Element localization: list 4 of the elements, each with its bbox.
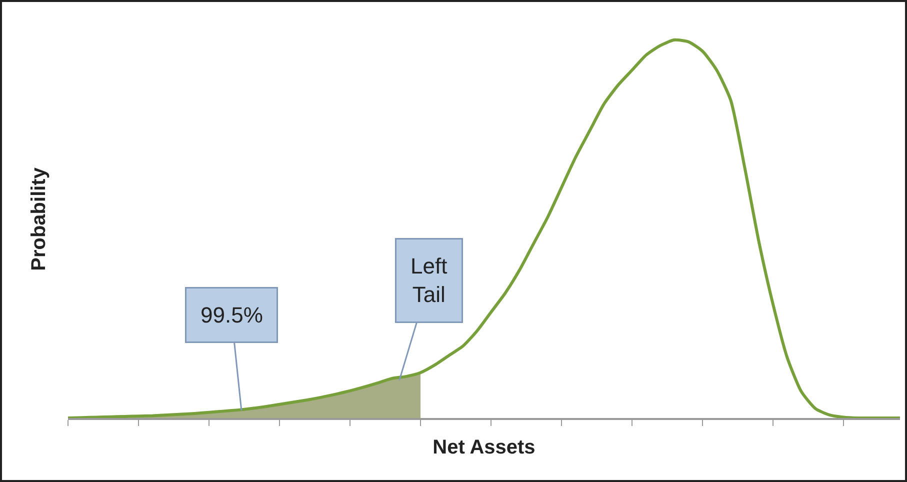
annotation: Left Tail — [410, 254, 448, 308]
annotation: 99.5% — [200, 302, 263, 328]
x-axis-title: Net Assets — [432, 436, 536, 458]
y-axis-title: Probability — [28, 166, 50, 271]
